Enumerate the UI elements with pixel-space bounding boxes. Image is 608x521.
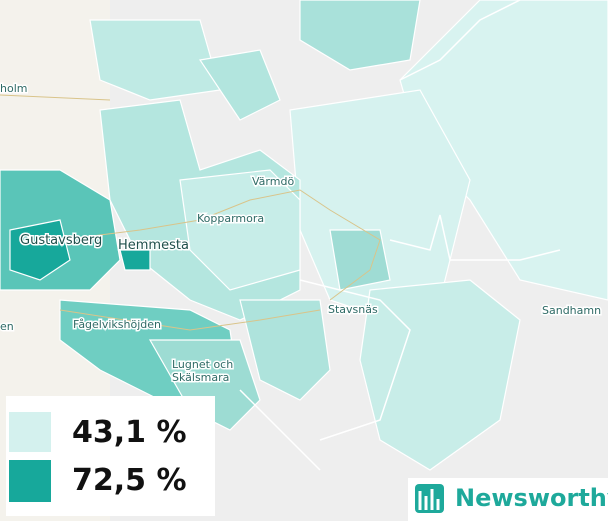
place-label: Gustavsberg [20, 233, 102, 248]
legend-swatch [9, 412, 51, 452]
roads [0, 94, 381, 331]
region-shapes [0, 0, 608, 471]
boundaries [239, 0, 561, 471]
place-label: Kopparmora [197, 212, 264, 225]
legend: 43,1 % 72,5 % [6, 396, 215, 516]
place-label: en [0, 320, 14, 333]
place-label: Stavsnäs [328, 303, 378, 316]
logo-bars [418, 489, 440, 510]
place-label: Sandhamn [542, 304, 601, 317]
place-label: Skälsmara [172, 371, 229, 384]
place-labels: holm Gustavsberg Hemmesta Värmdö Kopparm… [0, 81, 603, 386]
place-label: Hemmesta [118, 238, 189, 253]
logo: Newsworthy [408, 478, 608, 521]
logo-text: Newsworthy [455, 484, 608, 512]
place-label: Värmdö [252, 175, 294, 188]
place-label: Fågelvikshöjden [73, 318, 161, 331]
legend-swatch [9, 460, 51, 502]
legend-label: 72,5 % [72, 463, 187, 498]
place-label: Lugnet och [172, 358, 233, 371]
legend-label: 43,1 % [72, 415, 187, 450]
place-label: holm [0, 82, 27, 95]
